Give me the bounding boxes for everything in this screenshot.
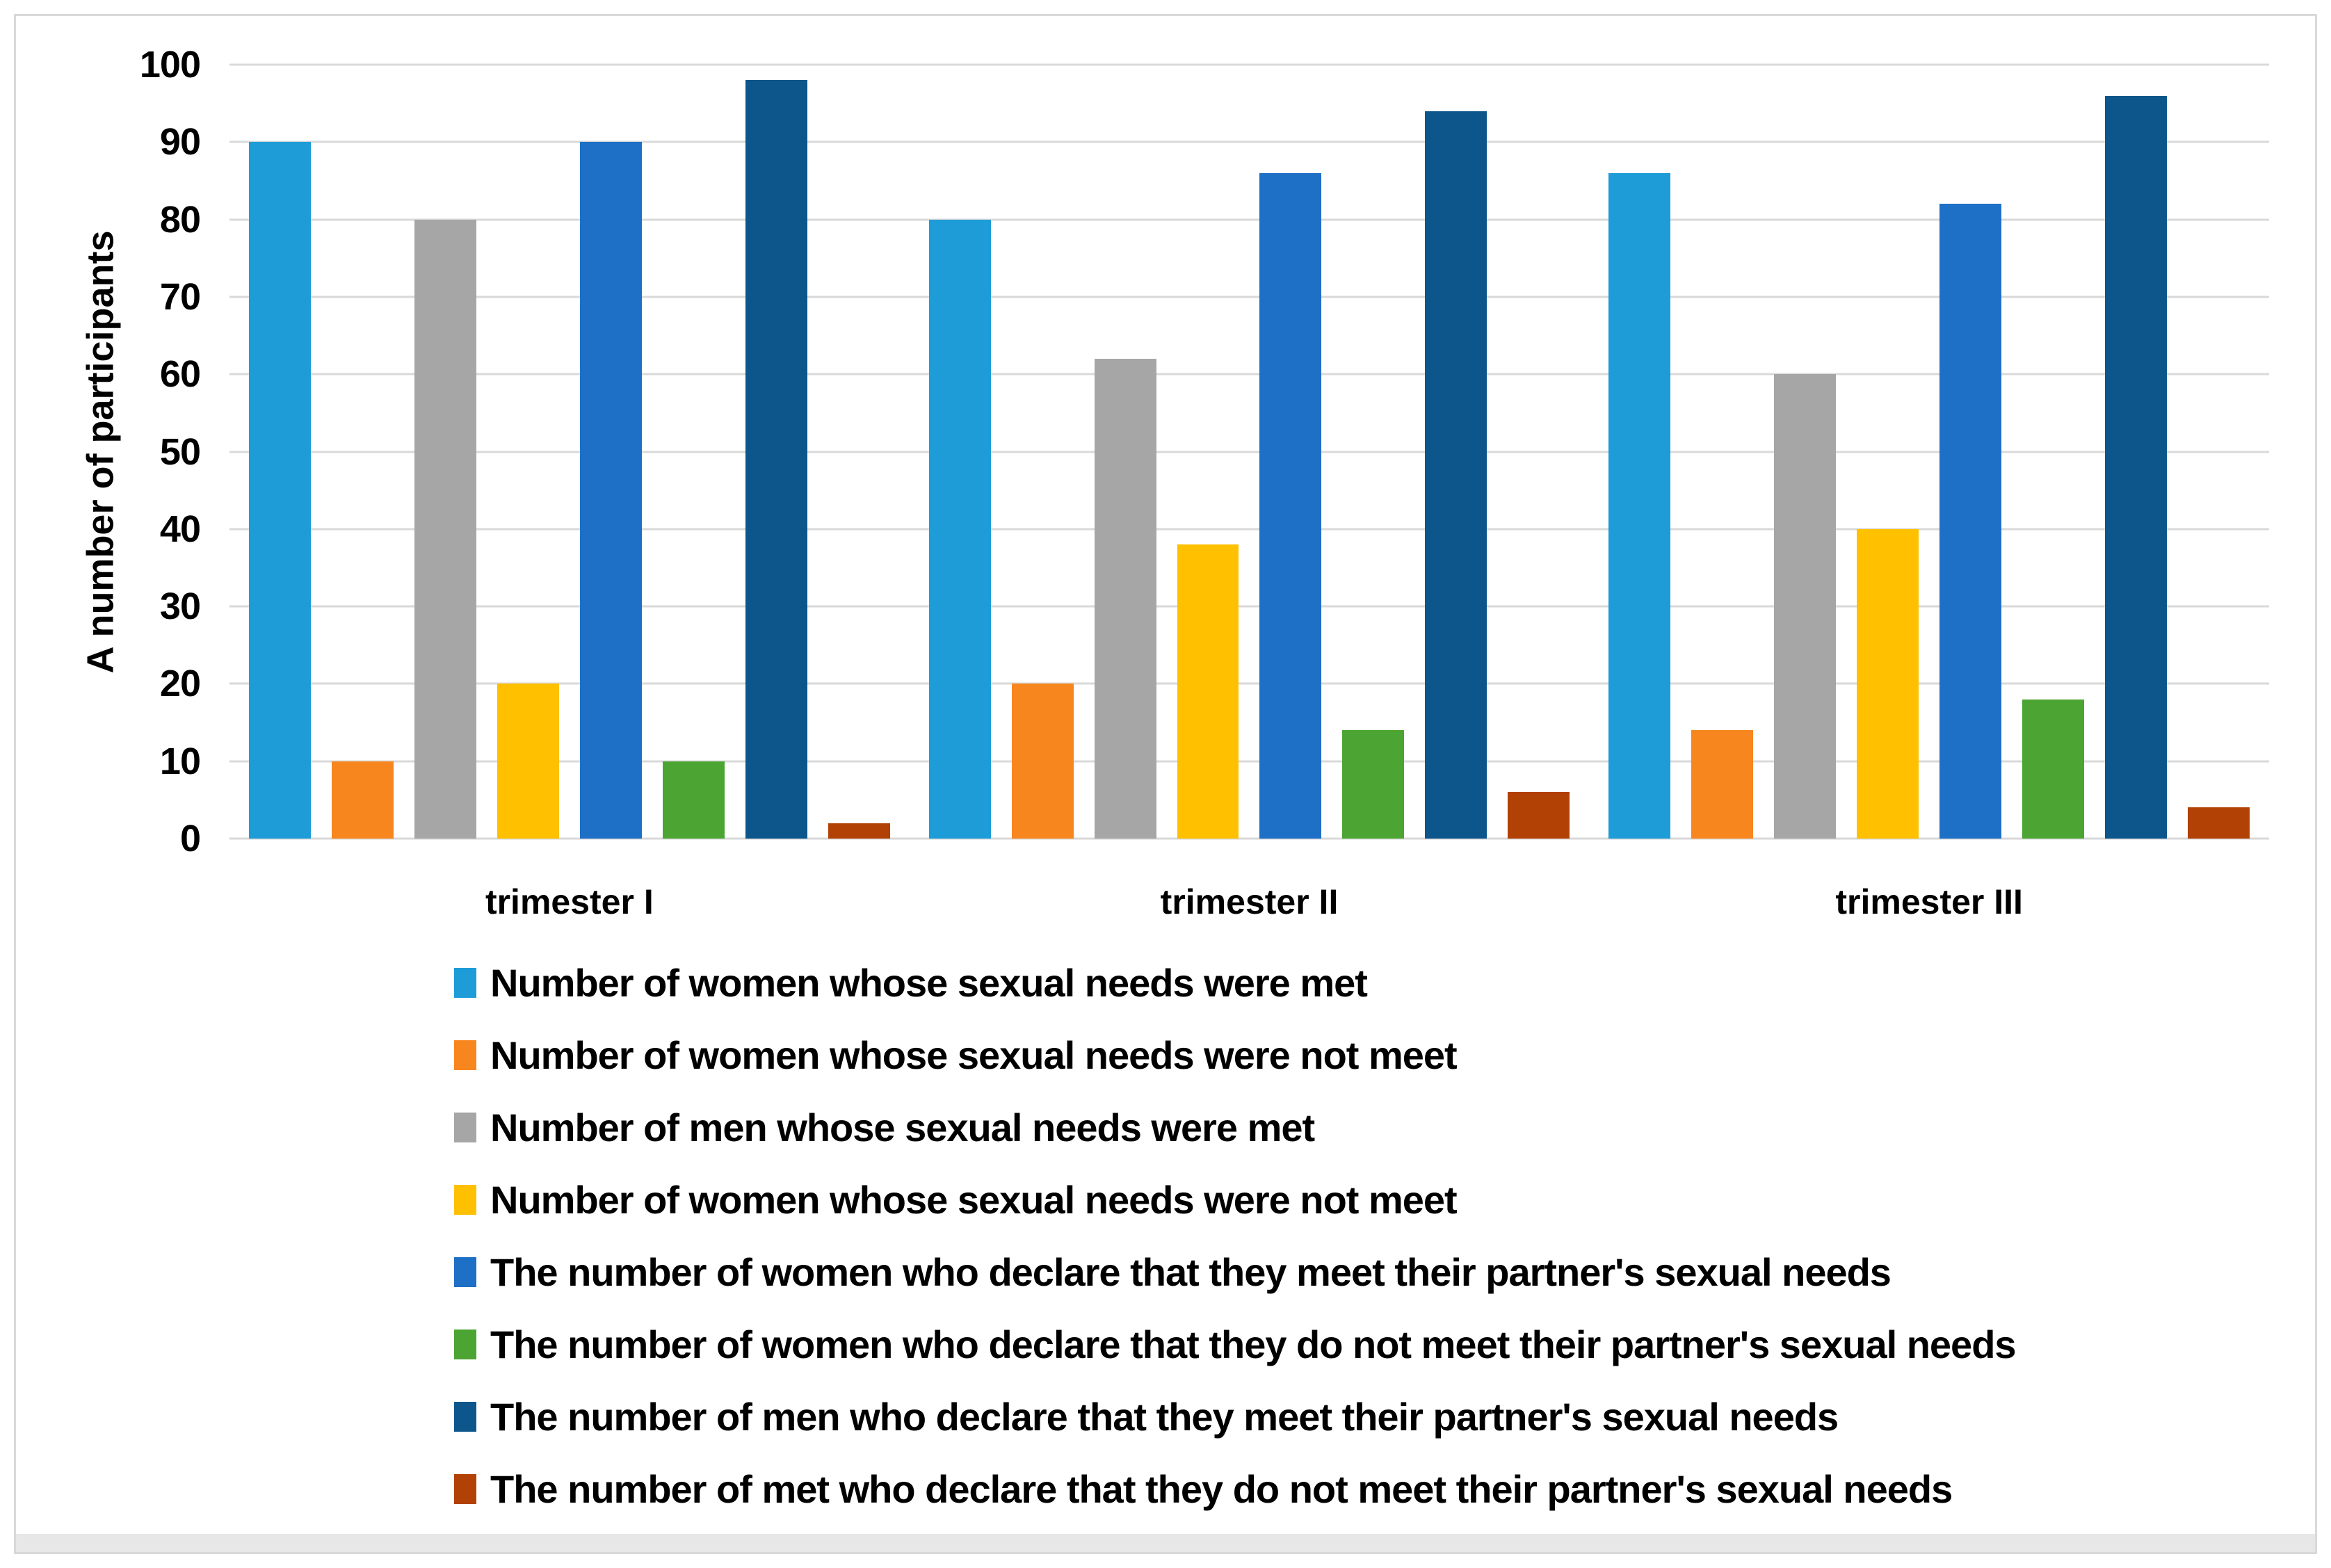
legend-label-1: Number of women whose sexual needs were … <box>490 960 1368 1005</box>
bar-s7-c2 <box>1425 111 1487 839</box>
legend-swatch-3 <box>454 1112 476 1142</box>
legend-item-3: Number of men whose sexual needs were me… <box>454 1091 2287 1163</box>
chart-figure: A number of participants 0 10 20 30 40 50 60 70… <box>14 14 2317 1554</box>
y-tick-label-30: 30 <box>159 585 201 628</box>
legend-item-2: Number of women whose sexual needs were … <box>454 1019 2287 1091</box>
bar-s7-c3 <box>2105 95 2168 839</box>
legend-item-1: Number of women whose sexual needs were … <box>454 946 2287 1019</box>
bar-s4-c2 <box>1177 544 1239 839</box>
gridline-0 <box>229 837 2269 840</box>
y-tick-label-60: 60 <box>159 353 201 396</box>
y-tick-label-0: 0 <box>179 818 201 859</box>
bar-s3-c1 <box>414 219 476 839</box>
y-tick-label-80: 80 <box>159 198 201 241</box>
legend-label-7: The number of men who declare that they … <box>490 1394 1839 1439</box>
gridline-100 <box>229 63 2269 66</box>
legend-swatch-1 <box>454 967 476 998</box>
bar-s8-c3 <box>2188 807 2250 839</box>
legend-label-8: The number of met who declare that they … <box>490 1466 1953 1511</box>
y-tick-label-50: 50 <box>159 430 201 473</box>
y-tick-label-40: 40 <box>159 508 201 550</box>
legend-label-6: The number of women who declare that the… <box>490 1322 2017 1366</box>
x-label-3: trimester III <box>1835 882 2023 921</box>
gridline-60 <box>229 373 2269 375</box>
y-tick-label-100: 100 <box>139 44 201 86</box>
bar-s3-c3 <box>1774 374 1837 839</box>
gridline-20 <box>229 682 2269 685</box>
legend-label-3: Number of men whose sexual needs were me… <box>490 1105 1315 1149</box>
y-tick-label-20: 20 <box>159 663 201 705</box>
legend-label-4: Number of women whose sexual needs were … <box>490 1177 1458 1222</box>
legend-swatch-6 <box>454 1329 476 1359</box>
gridline-50 <box>229 451 2269 453</box>
bar-s2-c3 <box>1691 730 1754 839</box>
legend-item-5: The number of women who declare that the… <box>454 1236 2287 1308</box>
gridline-80 <box>229 218 2269 221</box>
legend-label-2: Number of women whose sexual needs were … <box>490 1033 1458 1077</box>
plot-area: 0 10 20 30 40 50 60 70 80 90 100 <box>140 46 2269 857</box>
gridline-30 <box>229 605 2269 608</box>
legend-swatch-5 <box>454 1256 476 1287</box>
legend-swatch-2 <box>454 1040 476 1070</box>
legend-item-7: The number of men who declare that they … <box>454 1380 2287 1453</box>
bar-s4-c1 <box>497 684 559 839</box>
bar-group-3 <box>1589 65 2269 839</box>
bar-s4-c3 <box>1857 528 1919 839</box>
legend-swatch-8 <box>454 1473 476 1504</box>
bar-s5-c3 <box>1939 204 2002 839</box>
bar-s6-c3 <box>2022 699 2085 839</box>
bar-s5-c1 <box>579 142 642 839</box>
gridline-70 <box>229 296 2269 298</box>
bar-s8-c1 <box>828 823 890 839</box>
bar-s1-c2 <box>928 219 991 839</box>
y-tick-label-90: 90 <box>159 121 201 163</box>
y-tick-label-70: 70 <box>159 275 201 318</box>
bar-group-1 <box>229 65 910 839</box>
gridline-90 <box>229 140 2269 143</box>
bar-s2-c1 <box>331 761 394 839</box>
legend-item-4: Number of women whose sexual needs were … <box>454 1163 2287 1236</box>
bar-group-2 <box>910 65 1590 839</box>
legend-item-8: The number of met who declare that they … <box>454 1453 2287 1525</box>
bar-s6-c1 <box>662 761 725 839</box>
bottom-strip <box>16 1534 2315 1552</box>
gridline-10 <box>229 760 2269 763</box>
bar-s8-c2 <box>1508 792 1570 839</box>
bar-s6-c2 <box>1342 730 1405 839</box>
legend-swatch-7 <box>454 1401 476 1432</box>
bar-s2-c2 <box>1011 684 1074 839</box>
bar-s1-c1 <box>249 142 311 839</box>
x-axis-labels: trimester I trimester II trimester III <box>229 882 2269 922</box>
bar-s3-c2 <box>1094 358 1156 839</box>
legend-label-5: The number of women who declare that the… <box>490 1250 1892 1294</box>
y-axis-title-wrap: A number of participants <box>59 65 143 839</box>
legend: Number of women whose sexual needs were … <box>454 946 2287 1525</box>
bars-layer <box>229 65 2269 839</box>
bar-s1-c3 <box>1608 172 1671 839</box>
bar-s5-c2 <box>1259 172 1322 839</box>
gridline-40 <box>229 528 2269 531</box>
y-tick-label-10: 10 <box>159 740 201 782</box>
legend-item-6: The number of women who declare that the… <box>454 1308 2287 1380</box>
bar-s7-c1 <box>745 80 807 839</box>
x-label-1: trimester I <box>485 882 654 921</box>
x-label-2: trimester II <box>1160 882 1339 921</box>
y-axis-title: A number of participants <box>80 229 122 674</box>
legend-swatch-4 <box>454 1184 476 1215</box>
